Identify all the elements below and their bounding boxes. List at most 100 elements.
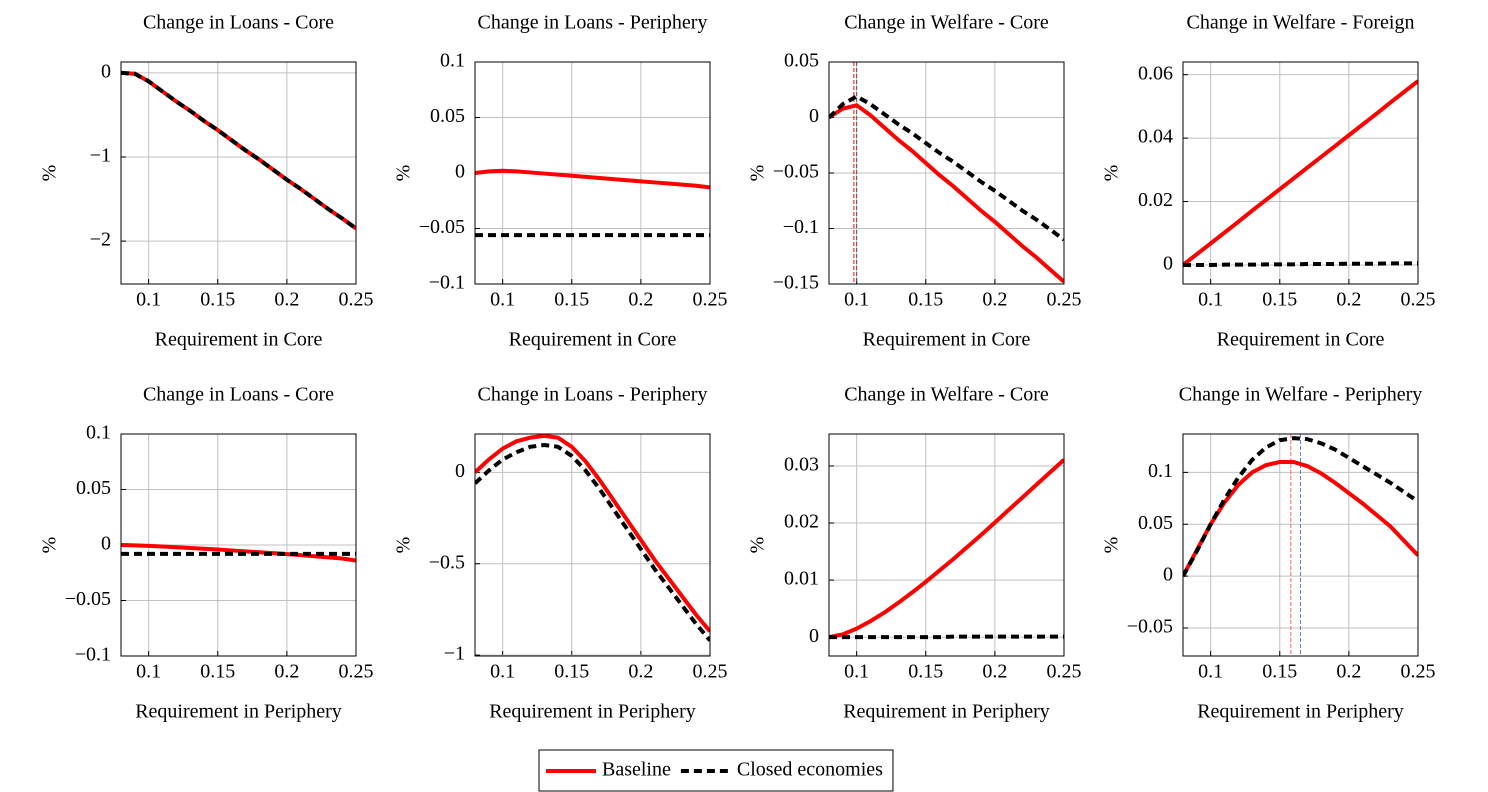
x-axis-label: Requirement in Core bbox=[155, 329, 323, 351]
plot-frame bbox=[120, 433, 357, 657]
series-line bbox=[1183, 261, 1418, 267]
legend-box bbox=[538, 749, 894, 792]
y-axis-label: % bbox=[747, 537, 769, 554]
x-tick-label: 0.2 bbox=[982, 289, 1007, 311]
x-tick-label: 0.2 bbox=[1336, 661, 1361, 683]
x-tick-label: 0.1 bbox=[1198, 661, 1223, 683]
series-line bbox=[475, 434, 710, 633]
x-tick-label: 0.25 bbox=[339, 661, 374, 683]
x-tick-label: 0.25 bbox=[339, 289, 374, 311]
x-tick-label: 0.15 bbox=[554, 661, 589, 683]
y-tick-label: 0.03 bbox=[784, 454, 819, 476]
subplot: Change in Loans - Core Requirement in Cor… bbox=[39, 12, 374, 351]
subplot: Change in Welfare - Periphery Requirement… bbox=[1101, 384, 1436, 723]
series-line bbox=[475, 442, 710, 642]
x-tick-label: 0.25 bbox=[693, 661, 728, 683]
y-axis-label: % bbox=[39, 165, 61, 182]
x-axis-label: Requirement in Core bbox=[863, 329, 1031, 351]
plot-frame bbox=[120, 61, 357, 285]
y-tick-label: 0.1 bbox=[1148, 460, 1173, 482]
x-axis-label: Requirement in Core bbox=[1217, 329, 1385, 351]
y-tick-label: 0 bbox=[1163, 564, 1173, 586]
y-tick-label: −1 bbox=[90, 145, 111, 167]
series-line bbox=[829, 458, 1064, 640]
x-axis-label: Requirement in Periphery bbox=[1197, 701, 1404, 723]
y-tick-label: 0.02 bbox=[784, 511, 819, 533]
x-tick-label: 0.1 bbox=[844, 661, 869, 683]
y-tick-label: −2 bbox=[90, 229, 111, 251]
x-tick-label: 0.2 bbox=[628, 661, 653, 683]
x-tick-label: 0.15 bbox=[200, 289, 235, 311]
y-tick-label: 0.05 bbox=[76, 477, 111, 499]
x-tick-label: 0.15 bbox=[1262, 289, 1297, 311]
series-line bbox=[829, 94, 1064, 242]
subplot: Change in Loans - Periphery Requirement i… bbox=[393, 384, 728, 723]
y-tick-label: 0.1 bbox=[86, 422, 111, 444]
y-tick-label: 0.05 bbox=[430, 105, 465, 127]
subplot: Change in Welfare - Foreign Requirement i… bbox=[1101, 12, 1436, 351]
x-tick-label: 0.15 bbox=[1262, 661, 1297, 683]
plot-frame bbox=[1182, 433, 1419, 657]
subplot: Change in Loans - Core Requirement in Per… bbox=[39, 384, 374, 723]
y-axis-label: % bbox=[393, 165, 415, 182]
x-tick-label: 0.25 bbox=[1047, 661, 1082, 683]
x-tick-label: 0.1 bbox=[490, 661, 515, 683]
subplot-title: Change in Welfare - Core bbox=[844, 12, 1049, 34]
y-tick-label: 0 bbox=[455, 161, 465, 183]
legend-label: Closed economies bbox=[737, 759, 883, 781]
subplot: Change in Loans - Periphery Requirement i… bbox=[393, 12, 728, 351]
y-tick-label: 0 bbox=[101, 61, 111, 83]
x-axis-label: Requirement in Periphery bbox=[843, 701, 1050, 723]
y-tick-label: 0.01 bbox=[784, 568, 819, 590]
y-tick-label: 0.05 bbox=[784, 50, 819, 72]
x-tick-label: 0.15 bbox=[554, 289, 589, 311]
x-tick-label: 0.2 bbox=[274, 289, 299, 311]
x-tick-label: 0.25 bbox=[1401, 289, 1436, 311]
y-axis-label: % bbox=[39, 537, 61, 554]
y-tick-label: 0 bbox=[1163, 253, 1173, 275]
y-axis-label: % bbox=[1101, 537, 1123, 554]
y-tick-label: −0.05 bbox=[65, 588, 111, 610]
x-tick-label: 0.15 bbox=[908, 289, 943, 311]
y-tick-label: −1 bbox=[444, 643, 465, 665]
series-line bbox=[1183, 79, 1418, 267]
y-tick-label: 0.06 bbox=[1138, 62, 1173, 84]
y-tick-label: −0.05 bbox=[773, 161, 819, 183]
subplot-title: Change in Loans - Core bbox=[143, 384, 334, 406]
x-tick-label: 0.1 bbox=[490, 289, 515, 311]
y-tick-label: 0 bbox=[101, 533, 111, 555]
subplot-title: Change in Loans - Periphery bbox=[478, 12, 708, 34]
x-tick-label: 0.1 bbox=[1198, 289, 1223, 311]
y-tick-label: 0.04 bbox=[1138, 126, 1173, 148]
x-tick-label: 0.25 bbox=[1047, 289, 1082, 311]
series-line bbox=[121, 70, 356, 231]
x-tick-label: 0.2 bbox=[982, 661, 1007, 683]
x-tick-label: 0.15 bbox=[200, 661, 235, 683]
subplot-title: Change in Welfare - Foreign bbox=[1187, 12, 1415, 34]
x-tick-label: 0.1 bbox=[136, 289, 161, 311]
x-axis-label: Requirement in Core bbox=[509, 329, 677, 351]
x-tick-label: 0.15 bbox=[908, 661, 943, 683]
subplot-title: Change in Loans - Core bbox=[143, 12, 334, 34]
y-axis-label: % bbox=[393, 537, 415, 554]
series-line bbox=[475, 168, 710, 190]
x-tick-label: 0.2 bbox=[1336, 289, 1361, 311]
subplot-title: Change in Welfare - Core bbox=[844, 384, 1049, 406]
y-tick-label: −0.05 bbox=[419, 216, 465, 238]
series-line bbox=[829, 634, 1064, 640]
x-axis-label: Requirement in Periphery bbox=[135, 701, 342, 723]
plot-frame bbox=[474, 433, 711, 657]
plot-frame bbox=[1182, 61, 1419, 285]
subplot: Change in Welfare - Core Requirement in C… bbox=[747, 12, 1082, 351]
plot-frame bbox=[474, 61, 711, 285]
y-tick-label: 0 bbox=[455, 460, 465, 482]
y-tick-label: 0.05 bbox=[1138, 512, 1173, 534]
legend-label: Baseline bbox=[602, 759, 671, 781]
plot-frame bbox=[828, 61, 1065, 285]
series-line bbox=[121, 543, 356, 563]
y-tick-label: −0.1 bbox=[783, 216, 819, 238]
x-tick-label: 0.2 bbox=[628, 289, 653, 311]
x-tick-label: 0.2 bbox=[274, 661, 299, 683]
x-tick-label: 0.1 bbox=[136, 661, 161, 683]
